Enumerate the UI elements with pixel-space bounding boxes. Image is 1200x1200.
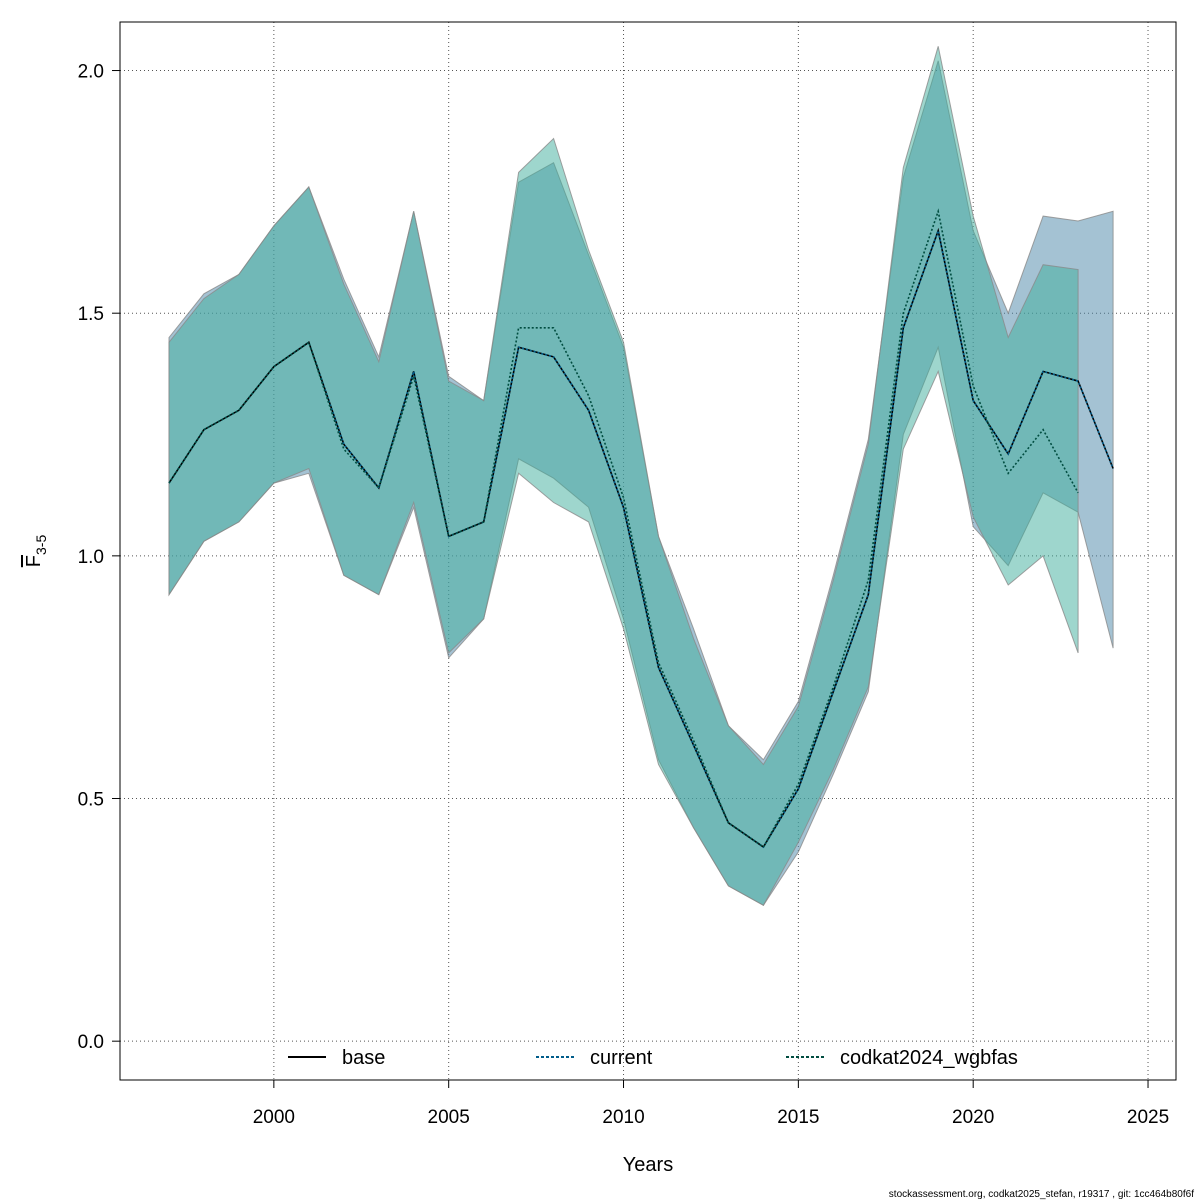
confidence-bands — [168, 46, 1114, 906]
y-axis-title: F3-5 — [23, 535, 49, 568]
y-tick-label: 0.0 — [78, 1032, 104, 1053]
legend-item-base: base — [288, 1047, 385, 1069]
y-tick-label: 2.0 — [78, 62, 104, 83]
y-axis-title-subscript: 3-5 — [33, 535, 49, 555]
x-tick-label: 2015 — [777, 1107, 819, 1128]
footer-credit: stockassessment.org, codkat2025_stefan, … — [889, 1189, 1194, 1200]
y-tick-label: 1.5 — [78, 304, 104, 325]
legend: base current codkat2024_wgbfas — [288, 1047, 1018, 1069]
confidence-band-codkat2024_wgbfas — [168, 46, 1079, 906]
series-line-codkat2024_wgbfas — [168, 208, 1079, 849]
legend-item-current: current — [536, 1047, 653, 1069]
legend-label: codkat2024_wgbfas — [840, 1047, 1018, 1069]
x-tick-label: 2000 — [253, 1107, 295, 1128]
x-tick-label: 2020 — [952, 1107, 994, 1128]
series-lines — [168, 208, 1114, 849]
legend-label: base — [342, 1047, 385, 1069]
svg-text:F3-5: F3-5 — [23, 535, 49, 568]
y-tick-label: 1.0 — [78, 547, 104, 568]
legend-item-codkat2024_wgbfas: codkat2024_wgbfas — [786, 1047, 1018, 1069]
y-axis-title-main: F — [23, 555, 45, 567]
y-tick-label: 0.5 — [78, 790, 104, 811]
x-tick-label: 2010 — [602, 1107, 644, 1128]
x-axis-title: Years — [623, 1154, 673, 1176]
x-tick-label: 2025 — [1127, 1107, 1169, 1128]
axes: 2000 2005 2010 2015 2020 2025 0.0 0.5 1.0 1.5 2.0 — [78, 62, 1170, 1128]
legend-label: current — [590, 1047, 653, 1069]
x-tick-label: 2005 — [428, 1107, 470, 1128]
